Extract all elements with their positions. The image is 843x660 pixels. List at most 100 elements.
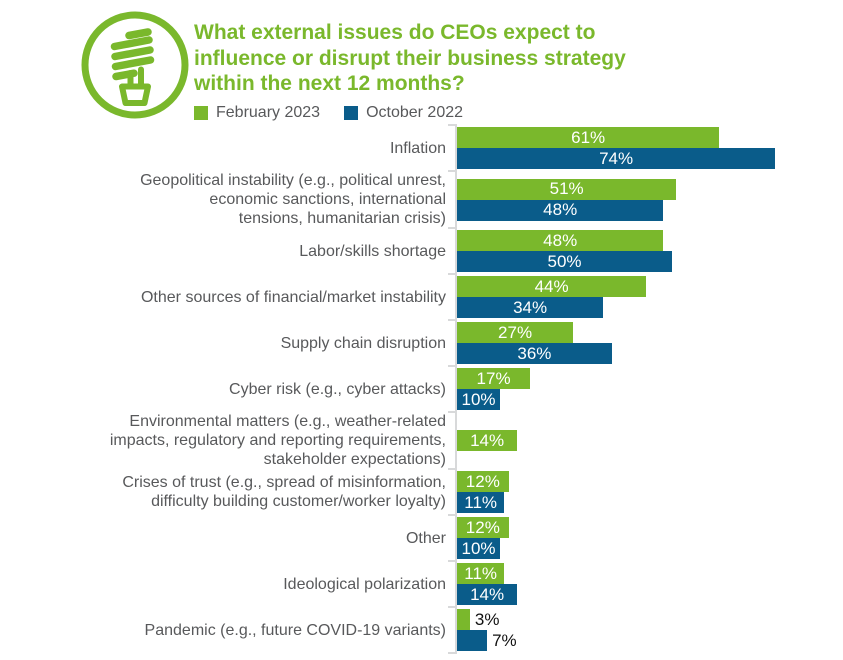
axis-tick bbox=[448, 606, 457, 608]
legend-swatch-february-2023 bbox=[194, 105, 208, 120]
bar-february-2023: 27% bbox=[457, 322, 574, 343]
chart-legend: February 2023 October 2022 bbox=[194, 104, 626, 122]
bar-february-2023: 48% bbox=[457, 230, 664, 251]
bar-value-label: 14% bbox=[470, 430, 505, 450]
bar-value-label: 48% bbox=[543, 230, 578, 250]
bar-value-label: 10% bbox=[461, 389, 496, 409]
category-label: Labor/skills shortage bbox=[299, 242, 446, 260]
bar-value-label: 61% bbox=[571, 127, 606, 147]
category-label: Cyber risk (e.g., cyber attacks) bbox=[229, 380, 446, 398]
category-label: Ideological polarization bbox=[283, 575, 446, 593]
chart-header: What external issues do CEOs expect to i… bbox=[78, 8, 626, 122]
bars-group: 17% 10% bbox=[448, 366, 843, 413]
chart-row: Inflation 61% 74% bbox=[0, 124, 843, 172]
legend-swatch-october-2022 bbox=[344, 105, 359, 120]
chart-title: What external issues do CEOs expect to i… bbox=[194, 21, 626, 95]
category-label: Other sources of financial/market instab… bbox=[140, 288, 446, 306]
axis-tick bbox=[448, 411, 457, 413]
axis-tick bbox=[448, 365, 457, 367]
header-text-block: What external issues do CEOs expect to i… bbox=[194, 8, 626, 122]
category-label: Supply chain disruption bbox=[280, 334, 446, 352]
cfl-bulb-icon bbox=[78, 8, 192, 122]
bar-value-label: 7% bbox=[492, 630, 517, 650]
bars-group: 12% 11% bbox=[448, 469, 843, 516]
axis-tick bbox=[448, 652, 457, 654]
axis-tick bbox=[448, 560, 457, 562]
bar-value-label: 3% bbox=[474, 609, 500, 629]
bars-group: 3% 7% bbox=[448, 607, 843, 654]
chart-row: Ideological polarization 11% 14% bbox=[0, 561, 843, 608]
bar-value-label: 51% bbox=[549, 179, 584, 198]
bar-value-label: 48% bbox=[543, 200, 578, 219]
bar-october-2022: 74% bbox=[457, 148, 776, 169]
chart-row: Supply chain disruption 27% 36% bbox=[0, 320, 843, 367]
category-label: Other bbox=[405, 529, 446, 547]
bars-group: 11% 14% bbox=[448, 561, 843, 608]
bars-group: 12% 10% bbox=[448, 515, 843, 562]
bar-february-2023: 17% bbox=[457, 368, 531, 389]
chart-row: Geopolitical instability (e.g., politica… bbox=[0, 171, 843, 229]
bars-group: 27% 36% bbox=[448, 320, 843, 367]
chart-row: Environmental matters (e.g., weather-rel… bbox=[0, 412, 843, 470]
bar-october-2022: 10% bbox=[457, 538, 500, 559]
chart-row: Other sources of financial/market instab… bbox=[0, 274, 843, 321]
bars-group: 14% bbox=[448, 412, 843, 470]
chart-row: Cyber risk (e.g., cyber attacks) 17% 10% bbox=[0, 366, 843, 413]
bar-october-2022: 10% bbox=[457, 389, 500, 410]
bar-value-label: 44% bbox=[534, 276, 569, 296]
axis-tick bbox=[448, 170, 457, 172]
bar-february-2023: 3% bbox=[457, 609, 499, 630]
bar-october-2022: 11% bbox=[457, 492, 505, 513]
bar-value-label: 12% bbox=[465, 471, 500, 491]
category-label: Crises of trust (e.g., spread of misinfo… bbox=[122, 474, 446, 510]
bar-value-label: 50% bbox=[547, 251, 582, 271]
bar-october-2022: 50% bbox=[457, 251, 672, 272]
bar-october-2022: 7% bbox=[457, 630, 517, 651]
bar-value-label: 34% bbox=[513, 297, 548, 317]
bars-group: 44% 34% bbox=[448, 274, 843, 321]
bar-february-2023: 14% bbox=[457, 430, 518, 451]
chart-row: Crises of trust (e.g., spread of misinfo… bbox=[0, 469, 843, 516]
bars-group: 61% 74% bbox=[448, 124, 843, 172]
chart-row: Labor/skills shortage 48% 50% bbox=[0, 228, 843, 275]
category-label: Geopolitical instability (e.g., politica… bbox=[140, 172, 446, 227]
bar-value-label: 36% bbox=[517, 343, 552, 363]
horizontal-bar-chart: Inflation 61% 74% Geopolitical instability … bbox=[0, 124, 843, 654]
bars-group: 51% 48% bbox=[448, 171, 843, 229]
chart-row: Other 12% 10% bbox=[0, 515, 843, 562]
bar-value-label: 27% bbox=[498, 322, 533, 342]
bar-october-2022: 14% bbox=[457, 584, 518, 605]
axis-tick bbox=[448, 124, 457, 126]
bar-value-label: 11% bbox=[464, 492, 498, 512]
bar-february-2023: 61% bbox=[457, 127, 720, 148]
legend-label-february-2023: February 2023 bbox=[216, 103, 321, 121]
bar-value-label: 10% bbox=[461, 538, 496, 558]
category-label: Pandemic (e.g., future COVID-19 variants… bbox=[144, 621, 446, 639]
axis-tick bbox=[448, 468, 457, 470]
axis-tick bbox=[448, 227, 457, 229]
chart-row: Pandemic (e.g., future COVID-19 variants… bbox=[0, 607, 843, 654]
category-label: Inflation bbox=[389, 139, 446, 157]
cfl-bulb-icon-svg bbox=[81, 11, 189, 119]
bar-february-2023: 12% bbox=[457, 517, 509, 538]
bar-february-2023: 12% bbox=[457, 471, 509, 492]
bar-october-2022: 36% bbox=[457, 343, 612, 364]
legend-item-february-2023: February 2023 bbox=[194, 104, 320, 122]
bar-october-2022: 48% bbox=[457, 199, 664, 221]
axis-tick bbox=[448, 273, 457, 275]
legend-label-october-2022: October 2022 bbox=[366, 103, 464, 121]
bar-value-label: 14% bbox=[470, 584, 505, 604]
bar-february-2023: 44% bbox=[457, 276, 647, 297]
bar-value-label: 17% bbox=[476, 368, 511, 388]
bar-february-2023: 11% bbox=[457, 563, 505, 584]
axis-tick bbox=[448, 514, 457, 516]
bar-value-label: 11% bbox=[464, 563, 498, 583]
bar-february-2023: 51% bbox=[457, 178, 677, 200]
bar-value-label: 74% bbox=[599, 148, 634, 168]
category-label: Environmental matters (e.g., weather-rel… bbox=[109, 413, 446, 468]
bar-october-2022: 34% bbox=[457, 297, 604, 318]
legend-item-october-2022: October 2022 bbox=[344, 104, 463, 122]
bars-group: 48% 50% bbox=[448, 228, 843, 275]
axis-tick bbox=[448, 319, 457, 321]
